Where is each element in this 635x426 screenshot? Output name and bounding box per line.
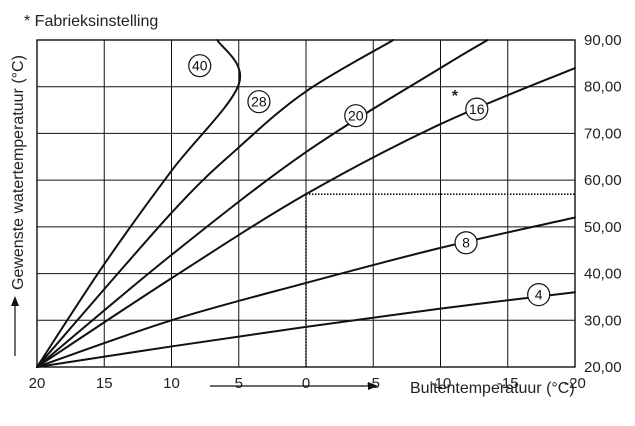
- curve-label-circle: [188, 54, 212, 78]
- x-tick-label: 10: [163, 375, 180, 392]
- curve-label-circle: [344, 104, 368, 128]
- x-axis-ticks: 20 15 10 5 0 -5 -10 -15 -20: [29, 375, 586, 392]
- x-axis-title: Buitentemperatuur (°C): [410, 380, 575, 397]
- reference-lines: [305, 193, 575, 367]
- x-axis-title-group: Buitentemperatuur (°C): [210, 380, 575, 397]
- curve-label-40: 40: [188, 54, 212, 78]
- curve-4: [36, 291, 576, 368]
- curve-label-circle: [247, 90, 271, 114]
- y-tick-label: 70,00: [584, 125, 622, 142]
- curve-label-text: 20: [348, 108, 364, 124]
- x-tick-label: 0: [302, 375, 310, 392]
- y-tick-label: 30,00: [584, 312, 622, 329]
- y-axis-ticks: 20,00 30,00 40,00 50,00 60,00 70,00 80,00 90,00: [584, 32, 622, 376]
- y-tick-label: 40,00: [584, 266, 622, 283]
- factory-setting-note: * Fabrieksinstelling: [24, 13, 158, 30]
- curve-label-4: 4: [527, 282, 551, 307]
- curve-label-circle: [454, 231, 478, 255]
- y-tick-label: 60,00: [584, 172, 622, 189]
- curve-labels: 40 28 20 16 8 4 *: [188, 54, 551, 307]
- y-tick-label: 90,00: [584, 32, 622, 49]
- curve-label-circle: [527, 282, 551, 307]
- x-tick-label: -20: [564, 375, 586, 392]
- x-tick-label: -10: [430, 375, 452, 392]
- y-axis-title-group: Gewenste watertemperatuur (°C): [10, 55, 27, 356]
- y-axis-arrowhead: [11, 296, 19, 306]
- curve-label-20: 20: [344, 104, 368, 128]
- x-tick-label: 5: [235, 375, 243, 392]
- curve-label-text: 28: [251, 94, 267, 110]
- curve-40: [36, 39, 242, 368]
- curve-label-8: 8: [454, 231, 478, 255]
- factory-setting-note-text: * Fabrieksinstelling: [24, 13, 158, 30]
- x-axis-arrowhead: [368, 382, 378, 390]
- curve-label-16: 16: [465, 97, 489, 121]
- curve-label-28: 28: [247, 90, 271, 114]
- curve-8: [36, 216, 576, 368]
- x-tick-label: -15: [497, 375, 519, 392]
- curve-28: [36, 39, 395, 368]
- curve-20: [36, 39, 489, 368]
- y-tick-label: 50,00: [584, 219, 622, 236]
- y-tick-label: 20,00: [584, 359, 622, 376]
- factory-setting-asterisk: *: [452, 88, 459, 105]
- x-tick-label: 15: [96, 375, 113, 392]
- y-tick-label: 80,00: [584, 79, 622, 96]
- curve-label-text: 8: [462, 235, 470, 251]
- curve-label-text: 16: [469, 101, 485, 117]
- x-tick-label: 20: [29, 375, 46, 392]
- curve-label-text: 4: [535, 287, 543, 303]
- curve-label-circle: [465, 97, 489, 121]
- y-axis-title: Gewenste watertemperatuur (°C): [10, 55, 27, 290]
- curve-label-text: 40: [192, 58, 208, 74]
